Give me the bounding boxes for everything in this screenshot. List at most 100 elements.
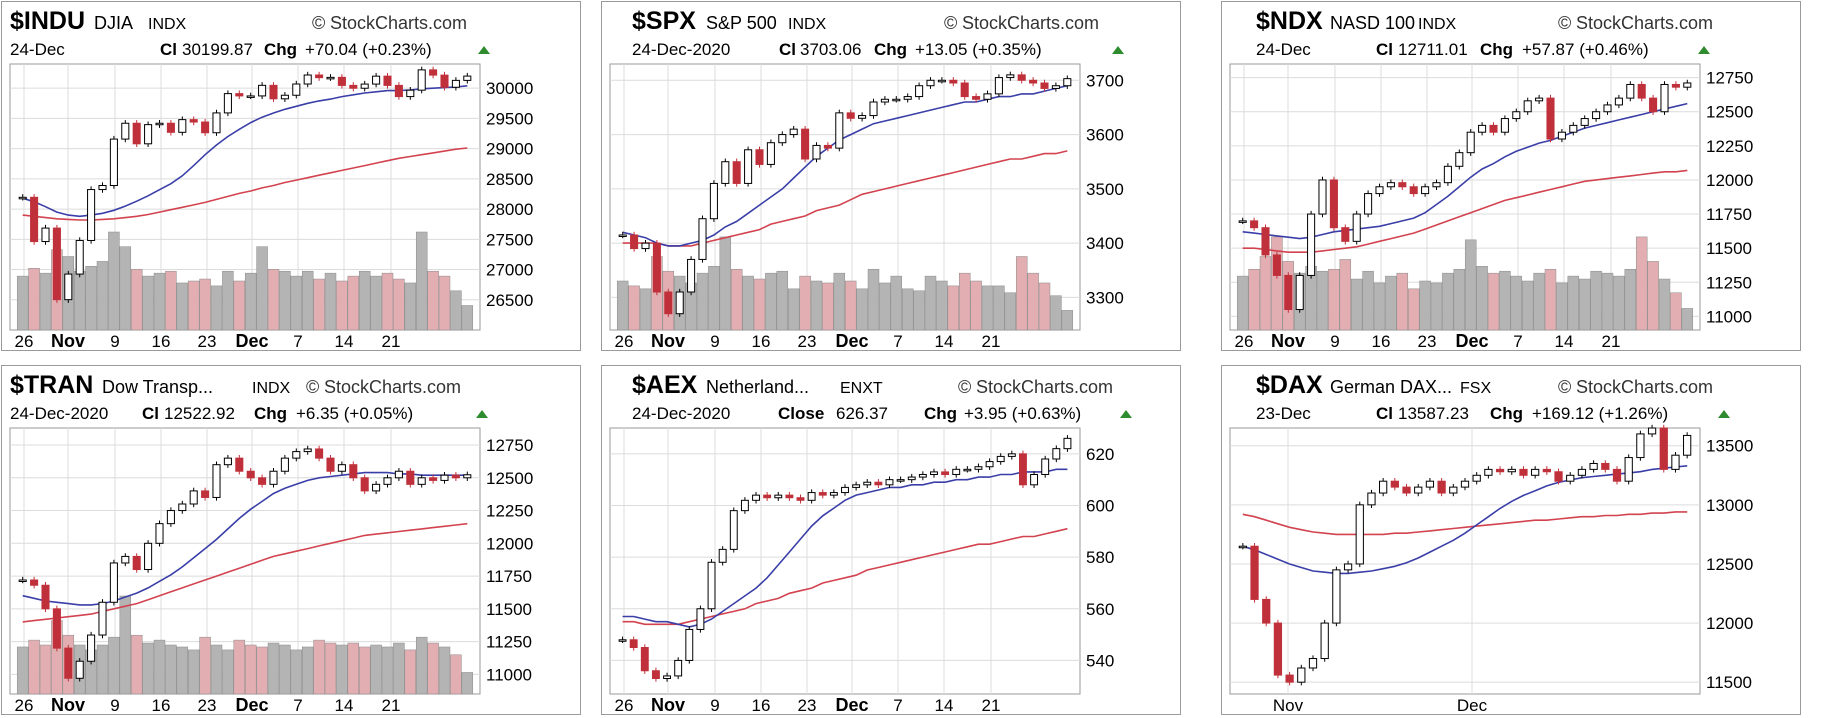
volume-bar <box>981 285 994 331</box>
volume-bar <box>347 275 360 331</box>
chart-svg: $NDX NASD 100 INDX © StockCharts.com 24-… <box>1229 7 1753 351</box>
candle-body <box>1421 186 1430 195</box>
x-tick-label: Dec <box>1455 331 1488 351</box>
candle-body <box>109 138 118 187</box>
volume-bar <box>742 275 754 331</box>
candle-body <box>18 196 27 200</box>
candle-body <box>1341 227 1350 242</box>
candle-body <box>1238 545 1247 549</box>
volume-bar <box>799 275 811 331</box>
volume-bar <box>1590 270 1602 331</box>
volume-bar <box>616 280 629 331</box>
volume-bar <box>993 285 1005 331</box>
volume-bar <box>142 275 154 331</box>
credit-icon: © <box>944 13 957 33</box>
volume-bar <box>130 268 143 331</box>
x-tick-label: 23 <box>1418 332 1437 351</box>
chart-name: DJIA <box>94 13 133 33</box>
change-label: Chg <box>924 404 957 423</box>
volume-bar <box>1419 280 1431 331</box>
candle-body <box>629 639 638 649</box>
y-tick-label: 11750 <box>486 567 532 586</box>
volume-bar <box>461 305 474 331</box>
volume-bar <box>290 275 303 331</box>
candle-body <box>937 79 946 83</box>
y-tick-label: 13500 <box>1706 437 1753 456</box>
x-axis-labels: 26 Nov 9 16 23 Dec 7 14 21 <box>615 331 1001 351</box>
candle-body <box>1449 486 1458 494</box>
close-value: 12711.01 <box>1398 40 1468 59</box>
y-tick-label: 28500 <box>486 170 533 189</box>
candle-body <box>394 84 403 98</box>
x-tick-label: 7 <box>293 332 302 351</box>
candle-body <box>1308 658 1318 669</box>
up-arrow-icon <box>1718 410 1730 418</box>
candle-body <box>178 119 187 133</box>
volume-bar <box>153 639 166 695</box>
plot-frame <box>609 427 1081 695</box>
volume-bar <box>1004 292 1017 331</box>
candle-body <box>451 474 460 479</box>
candle-body <box>463 75 472 81</box>
y-tick-label: 12500 <box>1706 555 1753 574</box>
x-tick-label: 14 <box>935 696 954 715</box>
volume-bar <box>450 654 462 695</box>
volume-bar <box>1430 282 1443 331</box>
candle-body <box>985 461 994 468</box>
candle-body <box>349 464 358 479</box>
volume-bar <box>313 278 325 331</box>
candle-body <box>641 242 650 250</box>
candle-body <box>280 94 289 100</box>
candle-body <box>1030 473 1039 486</box>
y-tick-label: 3700 <box>1086 71 1124 90</box>
sma-slow-line <box>622 150 1068 247</box>
y-tick-label: 26500 <box>486 291 533 310</box>
change-label: Chg <box>1480 40 1513 59</box>
candle-body <box>766 142 775 165</box>
candle-body <box>983 93 992 100</box>
candle-body <box>258 84 267 97</box>
volume-bar <box>415 636 428 695</box>
candle-body <box>417 69 426 91</box>
x-tick-label: 7 <box>293 696 302 715</box>
chart-name: Netherland... <box>706 377 809 397</box>
x-tick-label: Nov <box>51 331 85 351</box>
chart-credit: StockCharts.com <box>330 13 467 33</box>
volume-bar <box>708 266 720 331</box>
volume-bar <box>165 270 177 331</box>
volume-bar <box>924 275 937 331</box>
candle-body <box>778 134 787 144</box>
candle-body <box>303 74 312 85</box>
candle-body <box>326 457 335 472</box>
candle-body <box>785 494 794 499</box>
candle-body <box>1051 85 1060 89</box>
candle-body <box>1262 598 1271 624</box>
chart-panel-aex: $AEX Netherland... ENXT © StockCharts.co… <box>601 365 1181 715</box>
volume-bar <box>1396 272 1409 331</box>
candle-body <box>1683 82 1692 88</box>
candle-body <box>383 75 392 86</box>
candle-body <box>1507 468 1516 473</box>
candle-body <box>823 144 832 149</box>
volume-bar <box>381 272 394 331</box>
candle-body <box>155 523 164 544</box>
candle-body <box>406 470 415 485</box>
candle-body <box>974 466 983 470</box>
x-tick-label: 7 <box>1513 332 1522 351</box>
candle-body <box>652 242 661 293</box>
volume-bar <box>844 280 857 331</box>
change-label: Chg <box>254 404 287 423</box>
close-label: Cl <box>160 40 177 59</box>
y-axis-labels: 11500 12000 12500 13000 13500 <box>1706 437 1753 692</box>
candle-body <box>863 481 872 486</box>
x-tick-label: 16 <box>152 696 171 715</box>
candle-body <box>1495 468 1505 473</box>
candle-body <box>64 647 73 679</box>
y-tick-label: 12750 <box>1706 69 1753 88</box>
x-tick-label: 26 <box>615 696 634 715</box>
candle-body <box>1409 186 1418 195</box>
volume-bar <box>1533 272 1545 331</box>
y-tick-label: 3500 <box>1086 180 1124 199</box>
volume-bar <box>450 290 462 331</box>
volume-bar <box>210 644 223 695</box>
